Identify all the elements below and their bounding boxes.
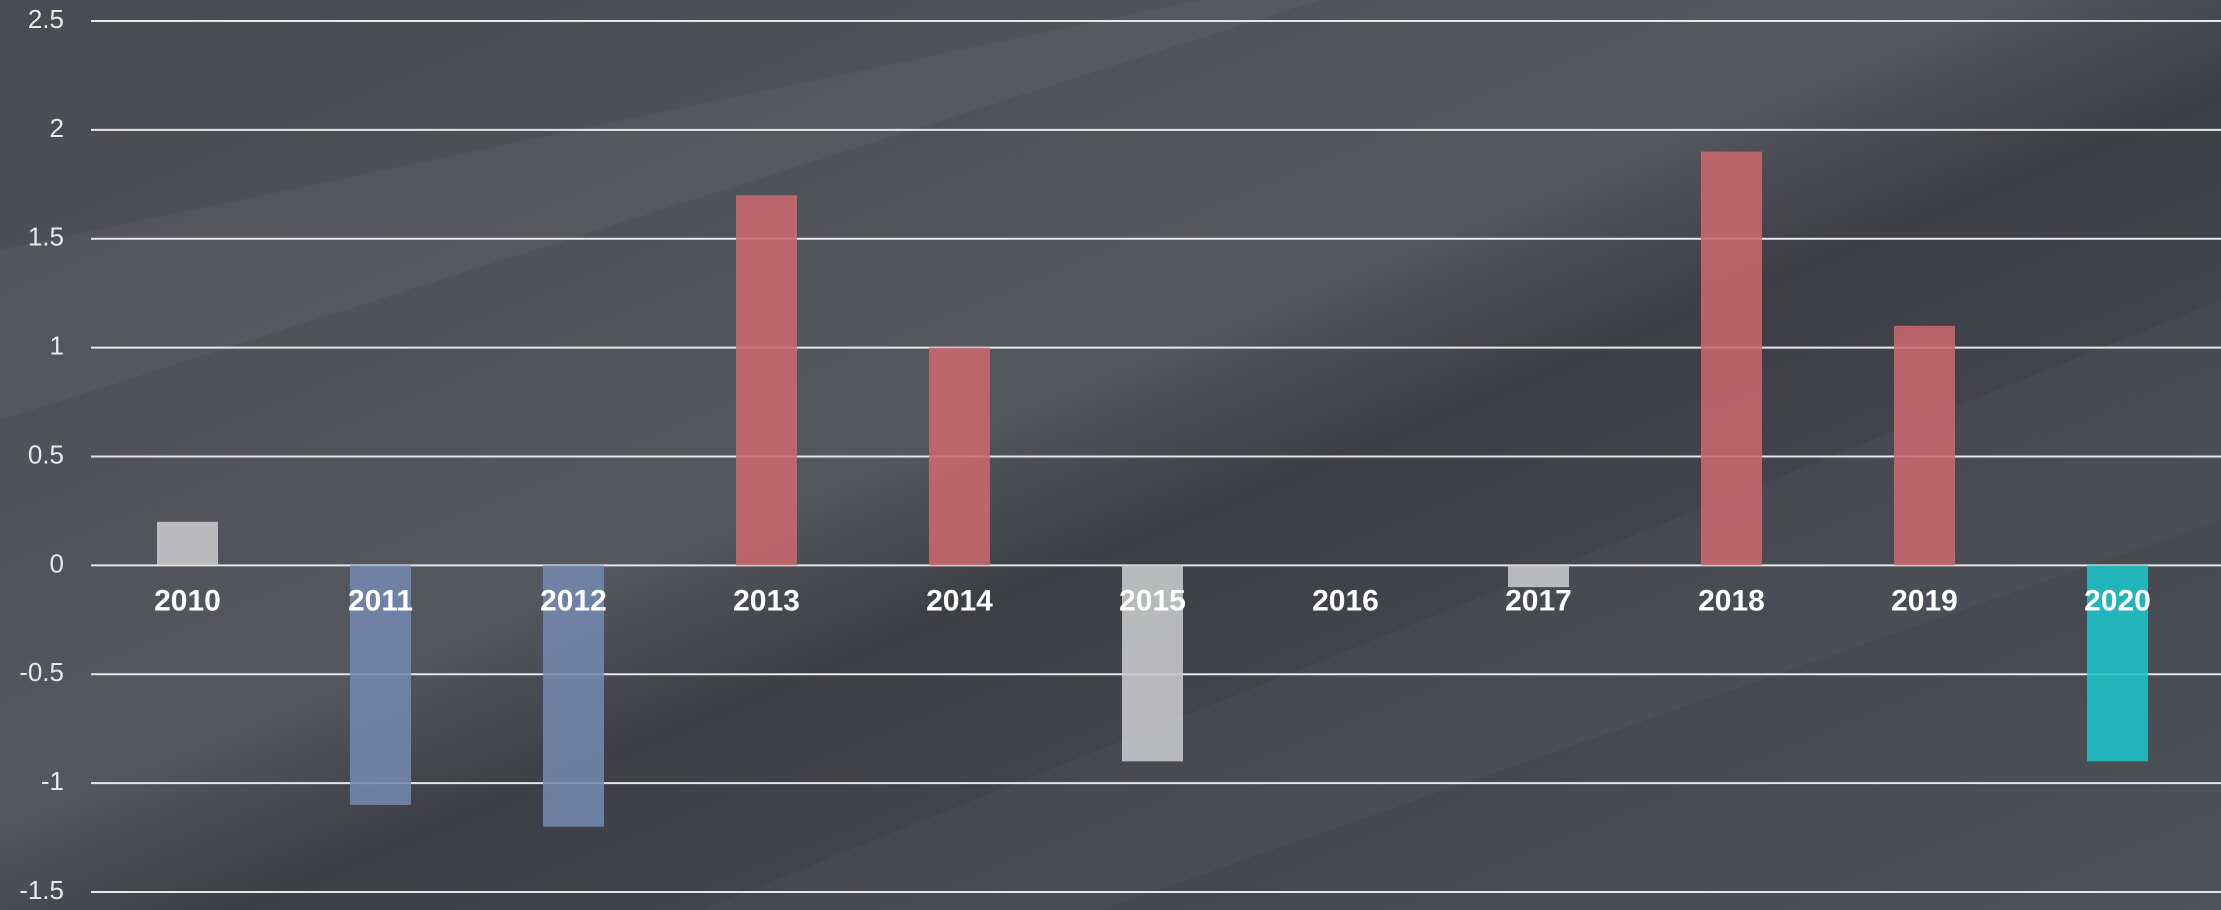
grid: -1.5 -1 -0.5 0 0.5 1 1.5 2 2.5 [19,4,2221,905]
x-tick-label: 2018 [1698,584,1765,617]
x-tick-label: 2010 [154,584,221,617]
x-tick-label: 2016 [1312,584,1379,617]
y-tick-label: -0.5 [19,657,64,687]
y-tick-label: 2 [50,113,64,143]
bar [1508,565,1569,588]
x-tick-label: 2017 [1505,584,1572,617]
y-tick-label: -1.5 [19,875,64,905]
x-tick-label: 2019 [1891,584,1958,617]
bar [1122,565,1183,762]
bar [350,565,411,805]
y-tick-label: 0 [50,548,64,578]
y-tick-label: 0.5 [28,439,64,469]
bar [929,347,990,566]
background-band [0,0,1320,420]
bars [157,151,2148,827]
bar [543,565,604,827]
bar [2087,565,2148,762]
bar [1701,151,1762,566]
x-tick-label: 2011 [348,584,413,617]
y-tick-label: -1 [41,766,64,796]
y-tick-label: 2.5 [28,4,64,34]
labels: 2010 2011 2012 2013 2014 2015 2016 2017 2018 2019… [154,584,2151,617]
x-tick-label: 2014 [926,584,993,617]
y-tick-label: 1.5 [28,222,64,252]
x-tick-label: 2013 [733,584,800,617]
bar [1894,325,1955,566]
x-tick-label: 2020 [2084,584,2151,617]
bar [736,195,797,566]
y-tick-label: 1 [50,331,64,361]
x-tick-label: 2015 [1119,584,1186,617]
bar [157,521,218,566]
x-tick-label: 2012 [540,584,607,617]
